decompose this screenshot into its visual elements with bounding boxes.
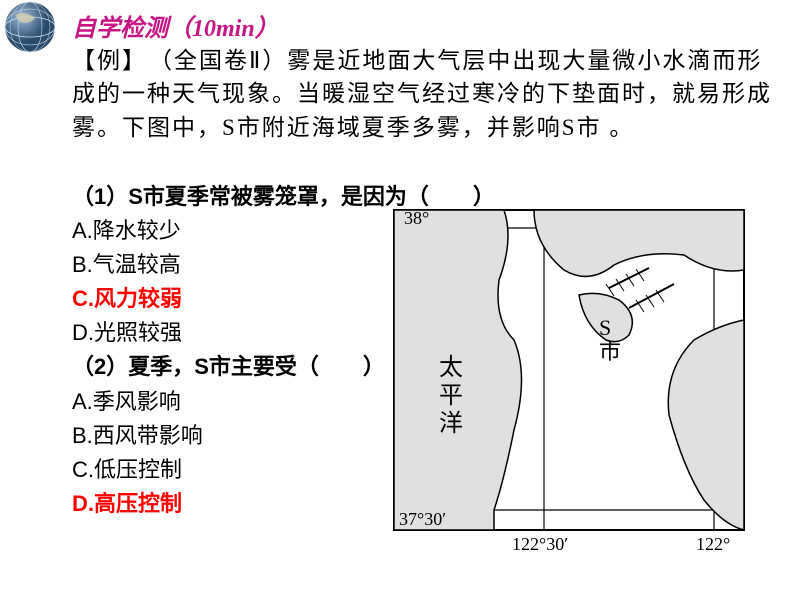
svg-text:122°: 122° xyxy=(696,534,730,554)
svg-text:37°30′: 37°30′ xyxy=(399,509,446,529)
globe-icon xyxy=(0,0,60,55)
svg-text:38°: 38° xyxy=(404,208,429,228)
svg-text:122°30′: 122°30′ xyxy=(512,534,568,554)
svg-text:太平洋: 太平洋 xyxy=(439,354,463,437)
section-title: 自学检测（10min） xyxy=(72,8,279,43)
passage-text: 【例】 （全国卷Ⅱ）雾是近地面大气层中出现大量微小水滴而形成的一种天气现象。当暖… xyxy=(72,44,772,144)
map-figure: 38° 37°30′ 122°30′ 122° 太平洋 S市 xyxy=(384,200,764,560)
